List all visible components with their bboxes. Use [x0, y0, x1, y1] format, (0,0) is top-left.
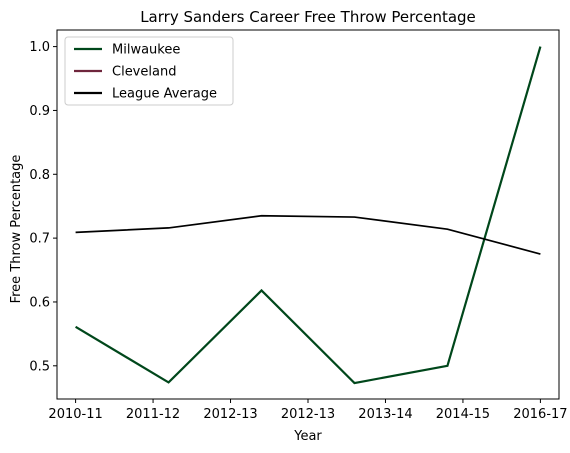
y-tick-label: 0.5	[29, 359, 50, 374]
chart-title: Larry Sanders Career Free Throw Percenta…	[140, 8, 476, 26]
x-tick-label: 2012-13	[203, 407, 257, 422]
x-tick-label: 2012-13	[281, 407, 335, 422]
series-line-league-average	[75, 214, 541, 255]
x-tick-label: 2016-17	[513, 407, 567, 422]
y-tick-label: 0.6	[29, 295, 50, 310]
legend-label: Cleveland	[112, 65, 176, 80]
x-tick-label: 2013-14	[358, 407, 412, 422]
x-axis-label: Year	[293, 429, 322, 444]
y-tick-label: 0.9	[29, 104, 50, 119]
y-tick-label: 0.8	[29, 168, 50, 183]
series-layer	[75, 46, 542, 385]
legend: Milwaukee Cleveland League Average	[64, 36, 234, 106]
x-tick-label: 2011-12	[126, 407, 180, 422]
axes-layer: 0.5 0.6 0.7 0.8 0.9 1.0 2010-11 2011-12 2012-13 2…	[29, 29, 568, 422]
y-tick-label: 1.0	[29, 40, 50, 55]
legend-label: Milwaukee	[112, 43, 180, 58]
series-line-milwaukee	[75, 46, 542, 385]
legend-label: League Average	[112, 87, 217, 102]
x-tick-label: 2014-15	[436, 407, 490, 422]
x-tick-label: 2010-11	[48, 407, 102, 422]
y-axis-label: Free Throw Percentage	[9, 155, 24, 304]
y-tick-label: 0.7	[29, 232, 50, 247]
legend-box	[64, 36, 234, 106]
